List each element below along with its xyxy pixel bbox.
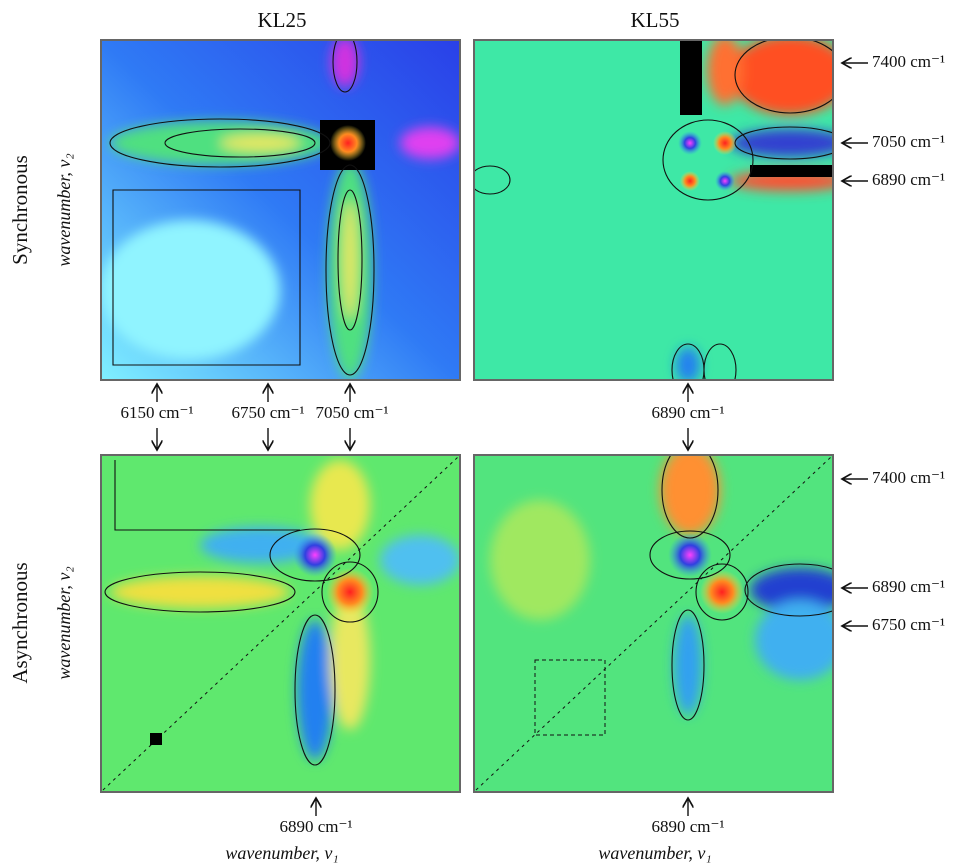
column-title: KL25	[258, 8, 307, 32]
async-kl55-map	[474, 442, 855, 792]
band-label: 6890 cm⁻¹	[651, 817, 724, 836]
sync-kl25-map	[100, 32, 460, 380]
row-axis-label: wavenumber, ν₂	[54, 153, 74, 266]
sync-kl55-map	[470, 35, 850, 396]
band-label: 7400 cm⁻¹	[872, 468, 945, 487]
band-label: 7050 cm⁻¹	[872, 132, 945, 151]
async-kl25-map	[101, 455, 460, 792]
band-label: 7400 cm⁻¹	[872, 52, 945, 71]
column-title: KL55	[631, 8, 680, 32]
row-axis-label: wavenumber, ν₂	[54, 566, 74, 679]
band-label: 7050 cm⁻¹	[315, 403, 388, 422]
column-axis-label: wavenumber, ν₁	[598, 843, 711, 863]
band-label: 6750 cm⁻¹	[231, 403, 304, 422]
column-axis-label: wavenumber, ν₁	[225, 843, 338, 863]
figure: KL25 KL55 Synchronous Asynchronous waven…	[0, 0, 958, 867]
band-label: 6890 cm⁻¹	[651, 403, 724, 422]
band-label: 6890 cm⁻¹	[872, 577, 945, 596]
band-label: 6890 cm⁻¹	[279, 817, 352, 836]
band-label: 6150 cm⁻¹	[120, 403, 193, 422]
band-label: 6750 cm⁻¹	[872, 615, 945, 634]
band-label: 6890 cm⁻¹	[872, 170, 945, 189]
row-title: Synchronous	[8, 155, 32, 265]
row-title: Asynchronous	[8, 562, 32, 683]
